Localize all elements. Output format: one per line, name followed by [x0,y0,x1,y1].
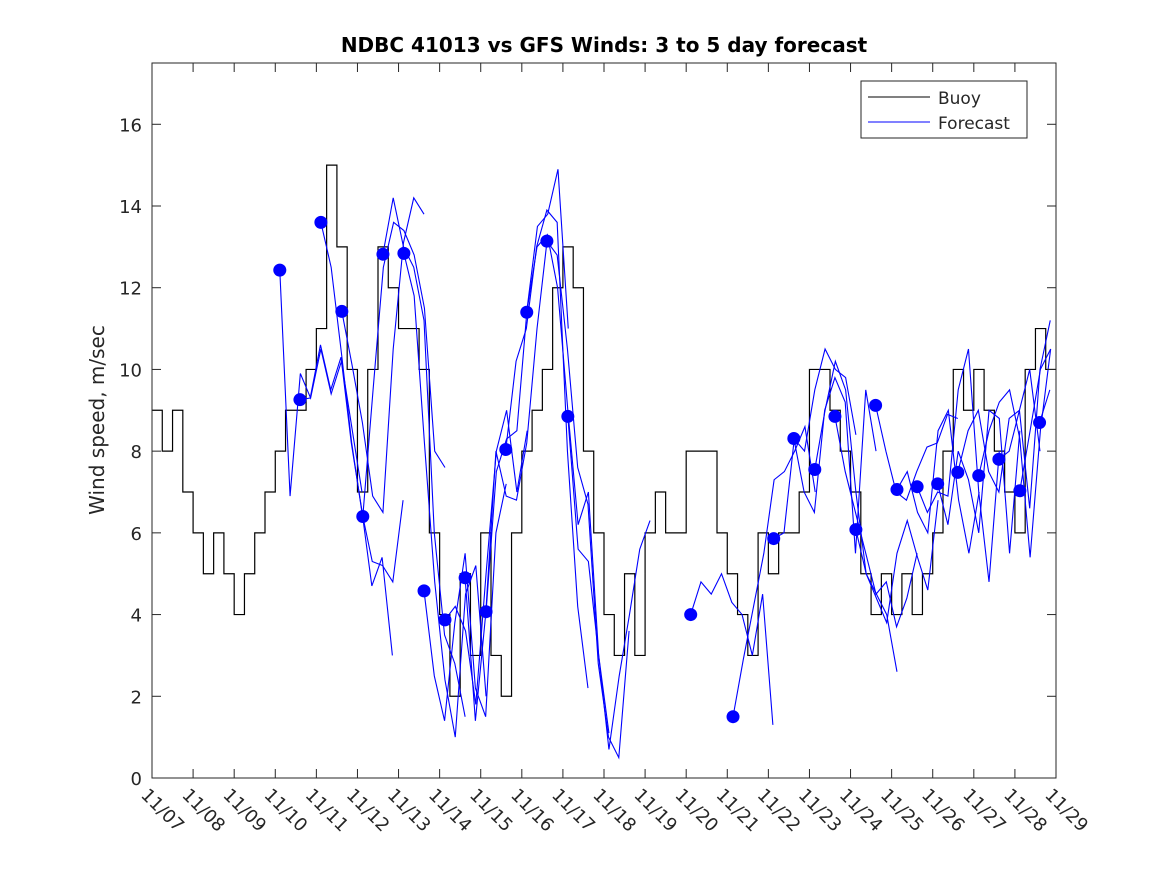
forecast-run-line-1 [299,344,393,656]
forecast-start-point [561,409,575,423]
forecast-run-line-27 [978,348,1052,558]
forecast-run-line-9 [464,238,548,721]
forecast-start-point [828,409,842,423]
forecast-start-point [992,452,1006,466]
forecast-start-point [808,463,822,477]
y-tick-label: 12 [119,279,142,300]
forecast-start-point [376,247,390,261]
forecast-run-line-29 [1019,348,1052,491]
forecast-start-point [767,532,781,546]
forecast-start-point [273,263,287,277]
forecast-start-point [335,304,349,318]
forecast-start-point [972,469,986,483]
forecast-run-line-20 [834,416,918,629]
forecast-start-point [684,608,698,622]
forecast-start-point [910,480,924,494]
forecast-start-point [869,398,883,412]
legend-buoy-label: Buoy [938,89,981,109]
forecast-start-point [849,523,863,537]
forecast-start-point [356,510,370,524]
plot-area: 024681012141611/0711/0811/0911/1011/1111… [119,62,1092,836]
forecast-start-point [951,465,965,479]
forecast-start-point [479,605,493,619]
y-tick-label: 4 [131,606,142,627]
forecast-start-point [787,431,801,445]
forecast-start-point [1013,484,1027,498]
forecast-run-line-16 [732,424,816,717]
forecast-run-line-21 [855,500,939,625]
chart-title: NDBC 41013 vs GFS Winds: 3 to 5 day fore… [341,33,868,57]
y-tick-label: 10 [119,360,142,381]
forecast-start-point [314,215,328,229]
forecast-start-point [499,443,513,457]
forecast-start-point [293,393,307,407]
y-tick-label: 16 [119,115,142,136]
forecast-run-line-15 [690,572,774,725]
axes-background [152,63,1056,778]
forecast-start-point [1033,416,1047,430]
forecast-run-line-13 [546,240,630,760]
forecast-start-point [726,710,740,724]
forecast-run-line-23 [896,408,980,554]
forecast-run-line-22 [875,405,958,502]
forecast-run-line-28 [998,320,1051,509]
forecast-start-point [458,571,472,585]
forecast-run-line-11 [505,208,589,689]
forecast-run-line-19 [814,359,898,672]
forecast-start-point [397,246,411,260]
forecast-run-line-17 [773,347,857,540]
y-tick-label: 6 [131,524,142,545]
forecast-start-point [540,234,554,248]
forecast-run-line-18 [793,376,877,554]
forecast-run-line-26 [957,369,1041,494]
legend-forecast-label: Forecast [938,114,1010,134]
legend-box [860,80,1028,139]
forecast-start-point [520,305,534,319]
forecast-start-point [417,584,431,598]
forecast-run-line-3 [341,196,425,515]
forecast-run-line-8 [444,410,528,705]
y-tick-label: 8 [131,442,142,463]
y-tick-label: 0 [131,769,142,790]
forecast-start-point [438,613,452,627]
y-tick-label: 14 [119,197,142,218]
legend: Buoy Forecast [860,80,1028,139]
y-axis-label: Wind speed, m/sec [85,325,109,515]
forecast-run-line-4 [362,221,446,517]
forecast-start-point [931,477,945,491]
forecast-run-line-6 [403,253,487,738]
forecast-run-line-24 [916,348,1000,582]
y-tick-label: 2 [131,687,142,708]
forecast-run-line-14 [567,416,651,750]
forecast-run-line-7 [423,483,507,721]
forecast-start-point [890,483,904,497]
forecast-run-line-25 [937,409,1021,554]
